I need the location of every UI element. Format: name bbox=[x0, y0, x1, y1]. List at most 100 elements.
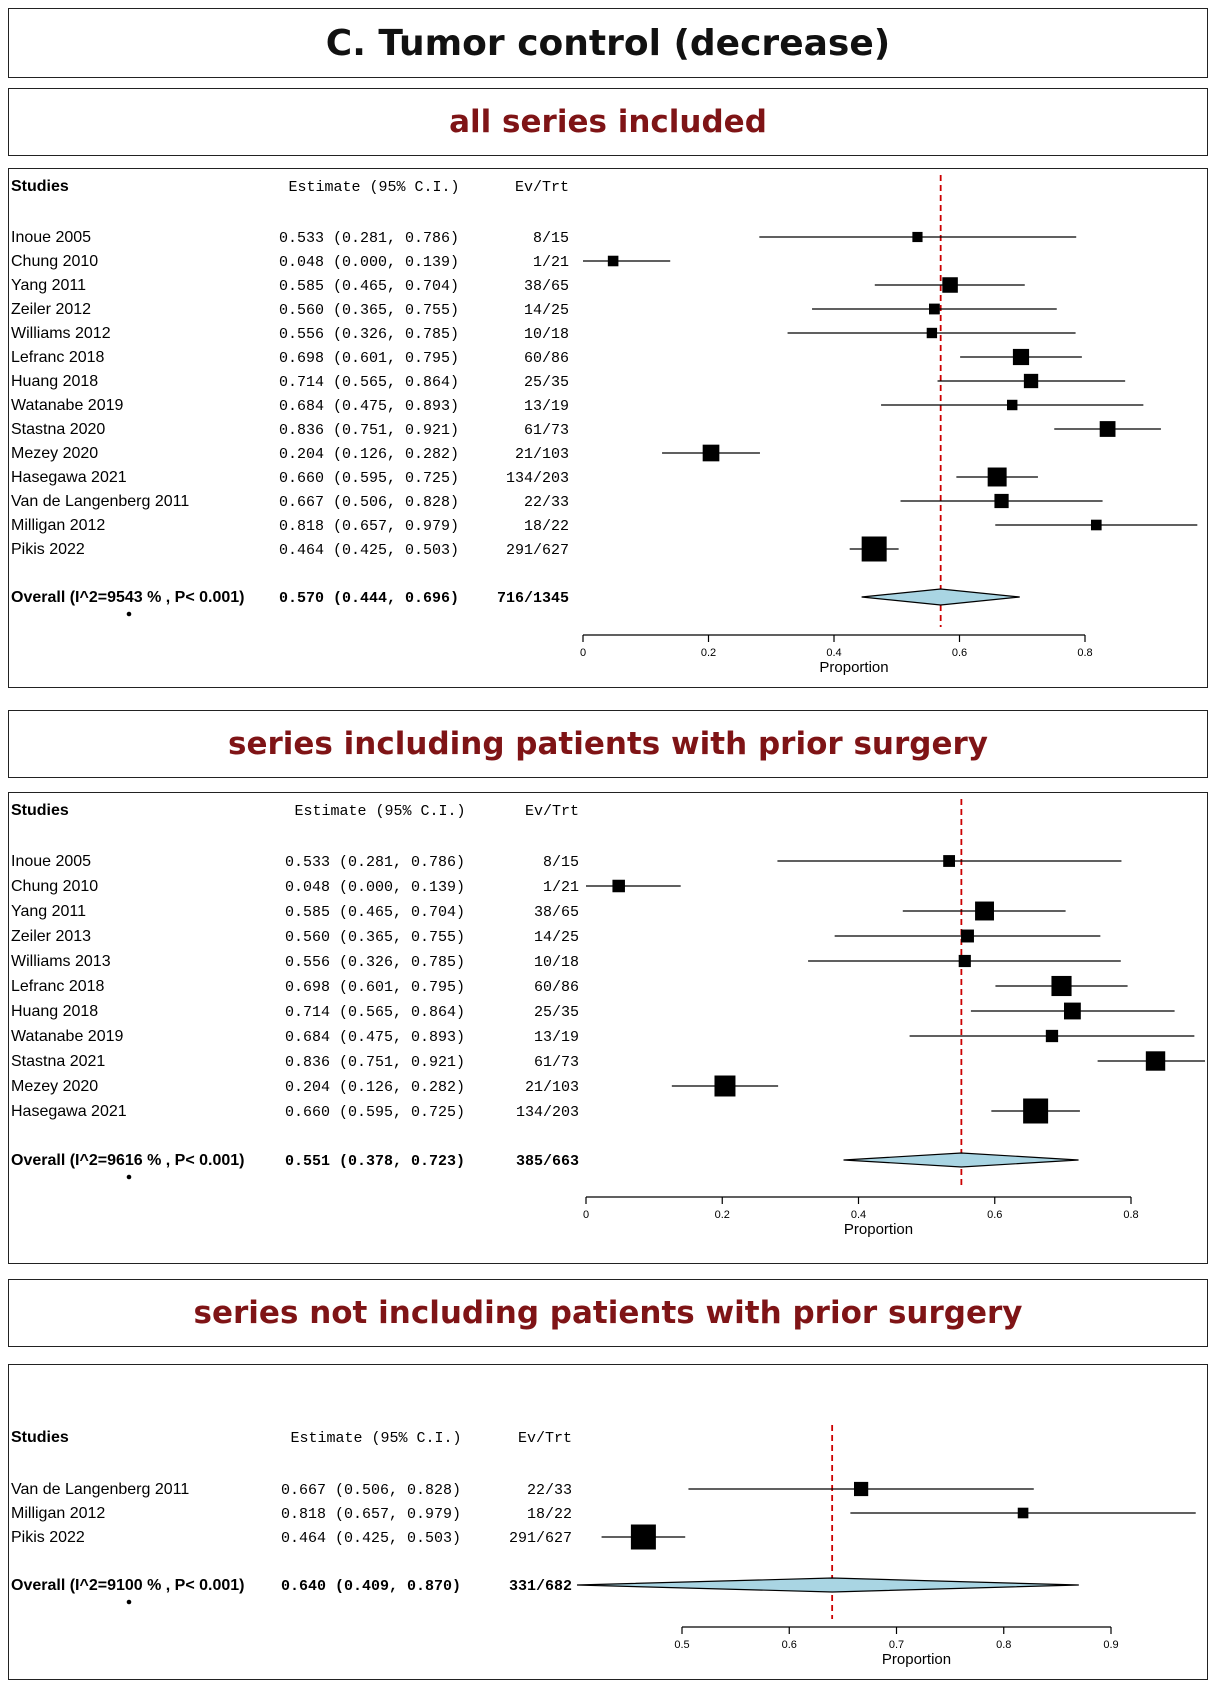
study-estimate: 0.660 (0.595, 0.725) bbox=[279, 470, 459, 487]
study-estimate: 0.818 (0.657, 0.979) bbox=[279, 518, 459, 535]
study-name: Williams 2012 bbox=[11, 325, 111, 342]
study-name: Yang 2011 bbox=[11, 277, 86, 294]
study-estimate: 0.556 (0.326, 0.785) bbox=[279, 326, 459, 343]
overall-label: Overall (I^2=9543 % , P< 0.001) bbox=[11, 589, 245, 606]
study-name: Milligan 2012 bbox=[11, 1505, 105, 1522]
study-events: 10/18 bbox=[524, 326, 569, 343]
study-name: Zeiler 2012 bbox=[11, 301, 91, 318]
study-estimate: 0.048 (0.000, 0.139) bbox=[285, 879, 465, 896]
study-events: 13/19 bbox=[534, 1029, 579, 1046]
column-header-events: Ev/Trt bbox=[525, 803, 579, 820]
forest-plot-1-svg: Studies Estimate (95% C.I.) Ev/Trt Inoue 20… bbox=[11, 175, 1198, 676]
study-name: Huang 2018 bbox=[11, 1003, 98, 1020]
study-marker bbox=[1145, 1051, 1166, 1071]
study-events: 61/73 bbox=[534, 1054, 579, 1071]
section-1-title-box: all series included bbox=[8, 88, 1208, 156]
column-header-events: Ev/Trt bbox=[518, 1430, 572, 1447]
overall-estimate: 0.570 (0.444, 0.696) bbox=[279, 590, 459, 607]
study-marker bbox=[1006, 399, 1018, 411]
forest-plot-3-svg: Studies Estimate (95% C.I.) Ev/Trt Van de L… bbox=[11, 1425, 1196, 1668]
section-3-title: series not including patients with prior… bbox=[193, 1295, 1023, 1331]
overall-dot-marker bbox=[126, 1599, 132, 1605]
forest-plot-1: Studies Estimate (95% C.I.) Ev/Trt Inoue 20… bbox=[8, 168, 1208, 688]
study-events: 8/15 bbox=[543, 854, 579, 871]
study-marker bbox=[702, 444, 720, 462]
study-estimate: 0.585 (0.465, 0.704) bbox=[285, 904, 465, 921]
study-events: 8/15 bbox=[533, 230, 569, 247]
x-tick-label: 0 bbox=[580, 647, 586, 659]
study-events: 134/203 bbox=[516, 1104, 579, 1121]
overall-label: Overall (I^2=9100 % , P< 0.001) bbox=[11, 1577, 245, 1594]
study-marker bbox=[630, 1524, 656, 1550]
study-estimate: 0.204 (0.126, 0.282) bbox=[279, 446, 459, 463]
study-events: 25/35 bbox=[534, 1004, 579, 1021]
study-estimate: 0.667 (0.506, 0.828) bbox=[279, 494, 459, 511]
study-marker bbox=[1023, 1098, 1049, 1124]
column-header-studies: Studies bbox=[11, 1429, 69, 1446]
study-name: Pikis 2022 bbox=[11, 1529, 85, 1546]
study-marker bbox=[1064, 1002, 1081, 1020]
study-name: Stastna 2021 bbox=[11, 1053, 105, 1070]
forest-plot-2-svg: Studies Estimate (95% C.I.) Ev/Trt Inoue 20… bbox=[11, 799, 1205, 1238]
study-name: Milligan 2012 bbox=[11, 517, 105, 534]
study-estimate: 0.836 (0.751, 0.921) bbox=[285, 1054, 465, 1071]
section-3-title-box: series not including patients with prior… bbox=[8, 1279, 1208, 1347]
study-estimate: 0.660 (0.595, 0.725) bbox=[285, 1104, 465, 1121]
study-events: 18/22 bbox=[527, 1506, 572, 1523]
x-tick-label: 0.6 bbox=[782, 1639, 797, 1651]
x-tick-label: 0.8 bbox=[1077, 647, 1092, 659]
study-name: Hasegawa 2021 bbox=[11, 469, 127, 486]
x-tick-label: 0.2 bbox=[701, 647, 716, 659]
column-header-events: Ev/Trt bbox=[515, 179, 569, 196]
x-tick-label: 0 bbox=[583, 1209, 589, 1221]
study-name: Huang 2018 bbox=[11, 373, 98, 390]
study-name: Pikis 2022 bbox=[11, 541, 85, 558]
study-events: 38/65 bbox=[524, 278, 569, 295]
study-estimate: 0.204 (0.126, 0.282) bbox=[285, 1079, 465, 1096]
overall-diamond bbox=[861, 588, 1020, 606]
study-estimate: 0.533 (0.281, 0.786) bbox=[285, 854, 465, 871]
overall-dot-marker bbox=[126, 1174, 132, 1180]
study-marker bbox=[958, 954, 971, 968]
study-events: 14/25 bbox=[534, 929, 579, 946]
study-events: 10/18 bbox=[534, 954, 579, 971]
study-events: 13/19 bbox=[524, 398, 569, 415]
study-estimate: 0.667 (0.506, 0.828) bbox=[281, 1482, 461, 1499]
study-estimate: 0.684 (0.475, 0.893) bbox=[285, 1029, 465, 1046]
study-marker bbox=[1023, 373, 1039, 389]
study-marker bbox=[926, 327, 938, 339]
column-header-estimate: Estimate (95% C.I.) bbox=[290, 1430, 461, 1447]
x-tick-label: 0.4 bbox=[826, 647, 841, 659]
forest-plot-2: Studies Estimate (95% C.I.) Ev/Trt Inoue 20… bbox=[8, 792, 1208, 1264]
study-estimate: 0.698 (0.601, 0.795) bbox=[285, 979, 465, 996]
study-events: 21/103 bbox=[525, 1079, 579, 1096]
x-tick-label: 0.8 bbox=[1123, 1209, 1138, 1221]
overall-diamond bbox=[843, 1152, 1079, 1168]
study-marker bbox=[943, 855, 956, 867]
x-tick-label: 0.8 bbox=[996, 1639, 1011, 1651]
study-name: Williams 2013 bbox=[11, 953, 111, 970]
study-events: 1/21 bbox=[533, 254, 569, 271]
study-events: 60/86 bbox=[534, 979, 579, 996]
study-marker bbox=[987, 467, 1007, 487]
overall-estimate: 0.551 (0.378, 0.723) bbox=[285, 1153, 465, 1170]
study-name: Yang 2011 bbox=[11, 903, 86, 920]
section-1-title: all series included bbox=[449, 104, 767, 140]
study-events: 21/103 bbox=[515, 446, 569, 463]
study-estimate: 0.556 (0.326, 0.785) bbox=[285, 954, 465, 971]
study-name: Watanabe 2019 bbox=[11, 397, 123, 414]
study-estimate: 0.714 (0.565, 0.864) bbox=[285, 1004, 465, 1021]
figure-title: C. Tumor control (decrease) bbox=[325, 22, 891, 64]
study-name: Lefranc 2018 bbox=[11, 349, 105, 366]
study-name: Lefranc 2018 bbox=[11, 978, 105, 995]
section-2-title-box: series including patients with prior sur… bbox=[8, 710, 1208, 778]
study-marker bbox=[994, 493, 1009, 509]
x-tick-label: 0.2 bbox=[715, 1209, 730, 1221]
study-estimate: 0.048 (0.000, 0.139) bbox=[279, 254, 459, 271]
study-marker bbox=[861, 536, 887, 562]
study-events: 14/25 bbox=[524, 302, 569, 319]
overall-events: 716/1345 bbox=[497, 590, 569, 607]
overall-diamond bbox=[576, 1577, 1079, 1593]
overall-events: 331/682 bbox=[509, 1578, 572, 1595]
study-events: 291/627 bbox=[509, 1530, 572, 1547]
